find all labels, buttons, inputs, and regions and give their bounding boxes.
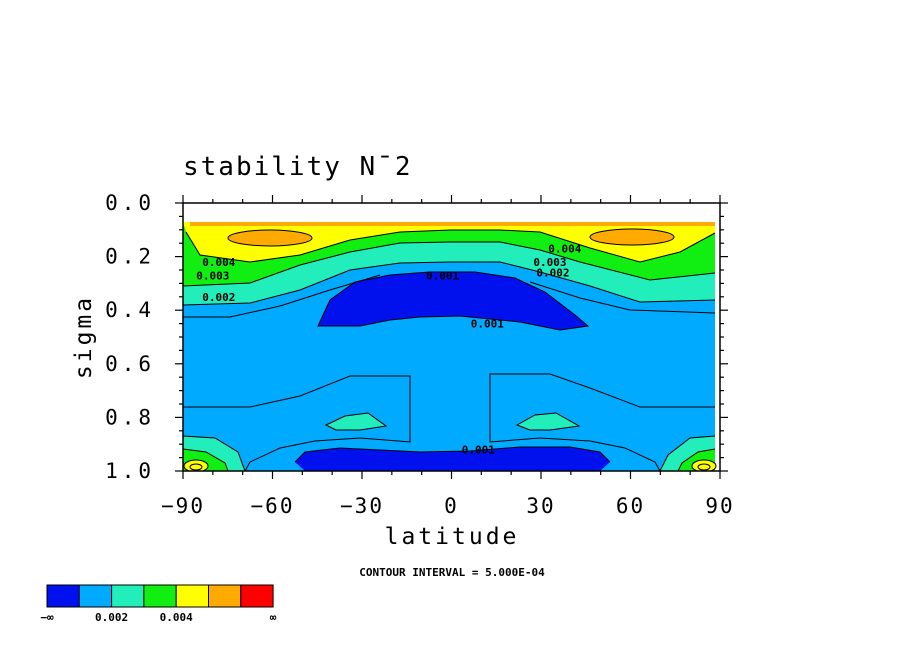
contour-line — [183, 375, 411, 471]
x-tick-label: −30 — [340, 494, 384, 518]
y-tick-label: 0.6 — [105, 352, 155, 376]
x-tick-label: −90 — [161, 494, 205, 518]
colorbar-swatch — [143, 584, 177, 608]
contour-line — [515, 412, 581, 431]
colorbar-swatch — [111, 584, 145, 608]
contour-line — [659, 435, 716, 471]
contour-labels: 0.0040.0030.0020.0010.0010.0040.0030.002… — [196, 243, 582, 457]
region-orange-blob-left — [228, 230, 312, 246]
contour-line — [589, 228, 675, 246]
y-tick-label: 0.4 — [105, 298, 155, 322]
x-tick-label: 90 — [705, 494, 734, 518]
region-dark-blue-lower — [295, 447, 610, 471]
contour-line — [489, 373, 715, 471]
contour-label: 0.002 — [536, 267, 569, 280]
colorbar — [46, 584, 274, 608]
contour-line — [227, 229, 313, 247]
y-tick-label: 0.8 — [105, 405, 155, 429]
contour-line — [529, 281, 716, 314]
contour-label: 0.004 — [548, 243, 581, 256]
contour-line — [183, 448, 229, 471]
y-tick-label: 0.0 — [105, 191, 155, 215]
y-axis-label: sigma — [71, 295, 97, 379]
contour-fill — [183, 222, 716, 471]
x-axis-tick-labels: −90 −60 −30 0 30 60 90 — [161, 494, 734, 518]
contour-label: 0.001 — [426, 269, 459, 282]
colorbar-label: 0.002 — [95, 611, 128, 624]
x-tick-label: −60 — [251, 494, 295, 518]
y-tick-label: 1.0 — [105, 459, 155, 483]
colorbar-labels: −∞ 0.002 0.004 ∞ — [40, 611, 276, 624]
colorbar-swatch — [78, 584, 113, 608]
colorbar-label: 0.004 — [160, 611, 193, 624]
contour-line — [677, 448, 716, 471]
x-tick-label: 0 — [444, 494, 459, 518]
region-orange-top-strip — [190, 222, 715, 226]
contour-line — [294, 446, 611, 463]
contour-line — [324, 412, 388, 431]
contour-lines — [183, 228, 717, 471]
contour-line — [189, 463, 203, 471]
contour-interval-note: CONTOUR INTERVAL = 5.000E-04 — [359, 566, 545, 579]
region-yellow-top — [183, 222, 715, 262]
x-axis-ticks — [182, 195, 721, 479]
region-orange-blob-right — [590, 229, 674, 245]
contour-line — [317, 271, 590, 331]
colorbar-swatch — [175, 584, 209, 608]
colorbar-swatch — [46, 584, 80, 608]
contour-line — [697, 463, 711, 471]
x-tick-label: 30 — [526, 494, 555, 518]
contour-label: 0.002 — [202, 291, 235, 304]
colorbar-swatch — [240, 584, 274, 608]
contour-line — [183, 274, 381, 318]
contour-line — [185, 229, 716, 263]
colorbar-label: −∞ — [40, 611, 54, 624]
contour-line — [183, 459, 209, 471]
contour-label: 0.003 — [196, 269, 229, 282]
contour-label: 0.003 — [533, 256, 566, 269]
y-axis-ticks — [175, 202, 728, 472]
contour-line — [691, 459, 717, 471]
colorbar-swatch — [208, 584, 242, 608]
x-axis-label: latitude — [385, 524, 520, 550]
x-tick-label: 60 — [616, 494, 645, 518]
contour-line — [183, 261, 716, 306]
contour-line — [183, 435, 246, 471]
colorbar-label: ∞ — [270, 611, 277, 624]
y-axis-tick-labels: 0.0 0.2 0.4 0.6 0.8 1.0 — [105, 191, 155, 483]
contour-label: 0.004 — [202, 256, 235, 269]
chart-title: stability N¯2 — [183, 152, 413, 182]
region-dark-blue-upper — [318, 272, 588, 330]
contour-label: 0.001 — [462, 444, 495, 457]
contour-label: 0.001 — [471, 318, 504, 331]
y-tick-label: 0.2 — [105, 245, 155, 269]
region-teal-lower-left — [326, 413, 386, 430]
contour-line — [183, 241, 716, 287]
